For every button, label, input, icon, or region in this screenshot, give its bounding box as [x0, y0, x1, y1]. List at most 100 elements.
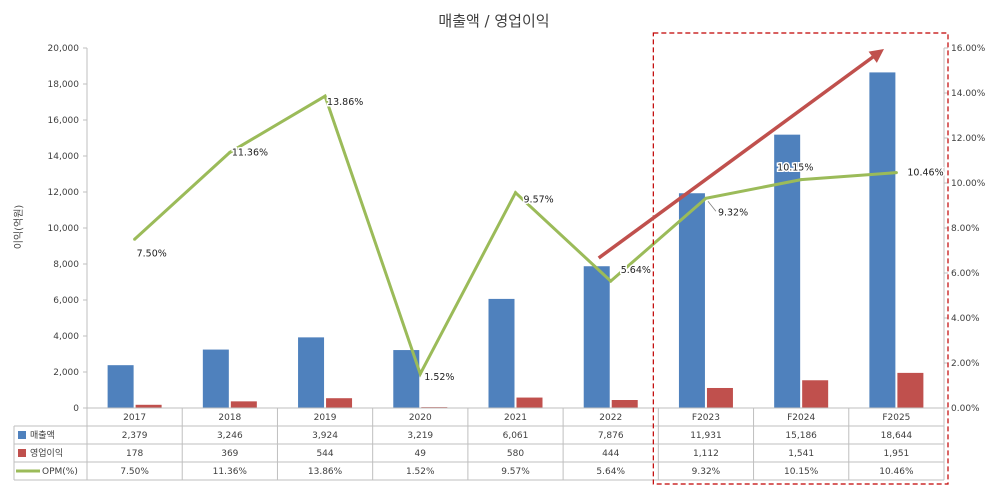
opm-data-label: 13.86% [327, 97, 363, 108]
bar-operating-profit [897, 372, 924, 408]
trend-arrow [597, 52, 879, 260]
legend-swatch [18, 449, 26, 457]
table-cell: 10.46% [879, 467, 914, 477]
table-cell: 7,876 [598, 431, 624, 441]
opm-point [323, 94, 327, 98]
y2-tick-label: 12.00% [951, 134, 986, 144]
bar-operating-profit [611, 400, 638, 408]
bar-revenue [298, 337, 325, 408]
table-cell: 5.64% [596, 467, 625, 477]
y-tick-label: 10,000 [48, 224, 80, 234]
y-tick-label: 8,000 [53, 260, 79, 270]
trend-arrow-head [868, 49, 884, 63]
opm-point [609, 279, 613, 283]
annotation-layer [597, 32, 949, 485]
opm-data-label: 5.64% [621, 265, 651, 276]
x-tick-label: 2020 [409, 413, 432, 423]
opm-point [799, 178, 803, 182]
y2-tick-label: 14.00% [951, 89, 986, 99]
table-cell: 1,112 [693, 449, 719, 459]
table-cell: 18,644 [881, 431, 913, 441]
x-tick-label: 2018 [218, 413, 241, 423]
x-tick-label: 2022 [599, 413, 622, 423]
x-tick-label: F2023 [692, 413, 720, 423]
y-tick-label: 2,000 [53, 368, 79, 378]
x-tick-label: 2019 [314, 413, 337, 423]
y2-tick-label: 6.00% [951, 269, 980, 279]
opm-point [704, 196, 708, 200]
table-cell: 15,186 [785, 431, 817, 441]
table-cell: 49 [415, 449, 427, 459]
bar-operating-profit [706, 387, 733, 408]
bar-operating-profit [135, 404, 162, 408]
table-cell: 10.15% [784, 467, 819, 477]
opm-point [228, 150, 232, 154]
y-tick-label: 12,000 [48, 188, 80, 198]
bar-revenue [583, 266, 610, 408]
y-tick-label: 16,000 [48, 116, 80, 126]
bar-revenue [678, 193, 705, 408]
table-cell: 9.57% [501, 467, 530, 477]
table-cell: 178 [126, 449, 143, 459]
table-cell: 1.52% [406, 467, 435, 477]
table-cell: 3,246 [217, 431, 243, 441]
y-axis-label: 이익(억원) [13, 205, 25, 250]
legend-swatch [18, 431, 26, 439]
y-tick-label: 0 [73, 404, 79, 414]
y-tick-label: 20,000 [48, 44, 80, 54]
table-cell: 1,541 [788, 449, 814, 459]
table-cell: 7.50% [120, 467, 149, 477]
table-cell: 11.36% [213, 467, 248, 477]
table-cell: 580 [507, 449, 524, 459]
opm-data-label: 10.15% [777, 163, 813, 174]
x-tick-label: 2017 [123, 413, 146, 423]
table-cell: 369 [221, 449, 238, 459]
leader-line [707, 201, 717, 212]
opm-data-label: 1.52% [424, 372, 454, 383]
data-table: 2017 2018 2019 2020 2021 2022 F2023 F2024 F2025 매… [13, 407, 945, 481]
plot-area: 20,000 18,000 16,000 14,000 12,000 10,000 8,00… [48, 44, 986, 414]
x-tick-label: F2025 [882, 413, 910, 423]
y2-tick-label: 16.00% [951, 44, 986, 54]
bar-operating-profit [230, 401, 257, 408]
opm-data-label: 11.36% [232, 147, 268, 158]
legend-label: OPM(%) [42, 467, 78, 477]
table-cell: 13.86% [308, 467, 343, 477]
y-tick-label: 6,000 [53, 296, 79, 306]
table-cell: 1,951 [884, 449, 910, 459]
chart-title: 매출액 / 영업이익 [438, 12, 549, 30]
legend-label: 매출액 [30, 429, 55, 441]
table-cell: 3,924 [312, 431, 338, 441]
y2-tick-label: 10.00% [951, 179, 986, 189]
opm-data-label: 7.50% [137, 248, 167, 259]
table-cell: 544 [316, 449, 333, 459]
x-tick-label: F2024 [787, 413, 815, 423]
y2-tick-label: 4.00% [951, 314, 980, 324]
table-cell: 3,219 [407, 431, 433, 441]
bar-operating-profit [802, 380, 829, 408]
opm-point [418, 372, 422, 376]
bar-revenue [202, 349, 229, 408]
x-tick-label: 2021 [504, 413, 527, 423]
table-cell: 9.32% [692, 467, 721, 477]
legend-label: 영업이익 [30, 447, 63, 459]
opm-point [514, 191, 517, 195]
y2-tick-label: 8.00% [951, 224, 980, 234]
table-cell: 2,379 [122, 431, 148, 441]
bar-revenue [488, 298, 515, 408]
y-tick-label: 18,000 [48, 80, 80, 90]
table-cell: 444 [602, 449, 619, 459]
y-tick-label: 4,000 [53, 332, 79, 342]
y2-tick-label: 2.00% [951, 359, 980, 369]
bar-revenue [107, 365, 134, 408]
opm-data-label: 10.46% [907, 168, 943, 179]
opm-point [133, 237, 137, 241]
opm-point [894, 171, 898, 175]
forecast-box [652, 32, 949, 485]
bar-revenue [774, 134, 801, 409]
y2-tick-label: 0.00% [951, 404, 980, 414]
opm-data-label: 9.32% [718, 207, 748, 218]
table-cell: 6,061 [503, 431, 529, 441]
bar-operating-profit [516, 397, 543, 408]
